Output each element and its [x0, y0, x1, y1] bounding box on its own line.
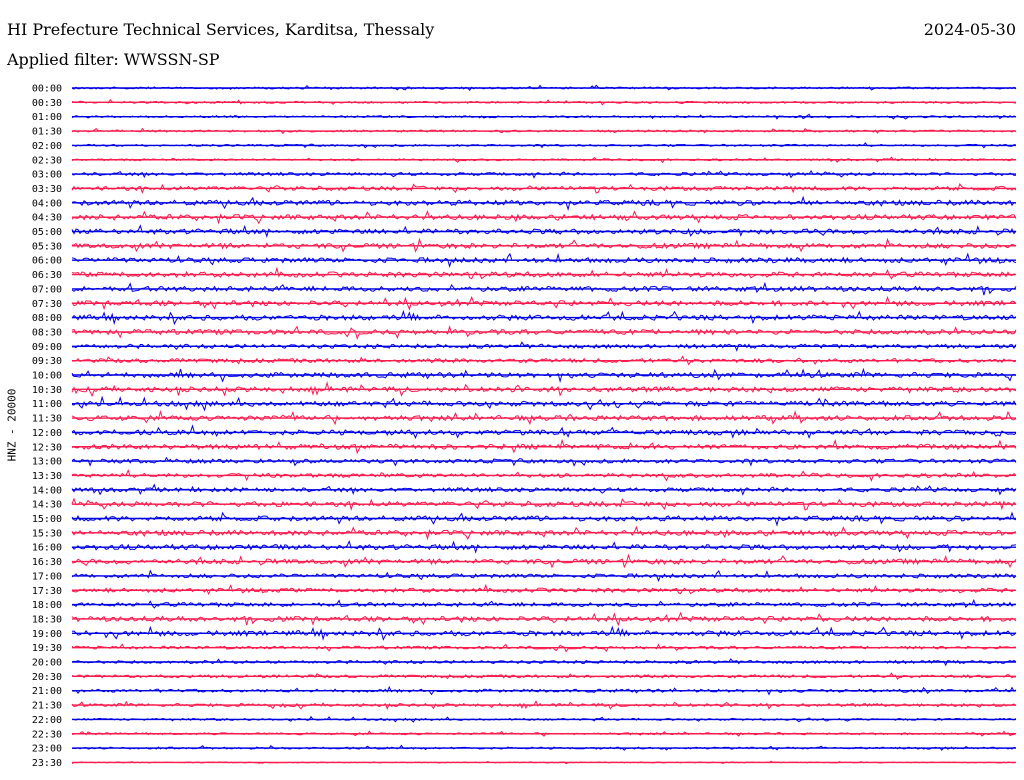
- row-time-label: 11:30: [32, 414, 62, 425]
- trace-0530: [71, 237, 1017, 253]
- row-time-label: 22:30: [32, 729, 62, 740]
- row-time-label: 09:30: [32, 356, 62, 367]
- row-time-label: 21:00: [32, 686, 62, 697]
- row-time-label: 10:00: [32, 371, 62, 382]
- record-date: 2024-05-30: [923, 20, 1016, 39]
- row-time-label: 23:30: [32, 758, 62, 769]
- row-time-label: 23:00: [32, 744, 62, 755]
- trace-1930: [71, 643, 1017, 653]
- row-time-label: 10:30: [32, 385, 62, 396]
- row-time-label: 14:30: [32, 500, 62, 511]
- trace-1330: [71, 469, 1017, 482]
- trace-2100: [71, 685, 1017, 696]
- row-time-label: 12:00: [32, 428, 62, 439]
- filter-label: Applied filter: WWSSN-SP: [7, 50, 220, 69]
- row-time-label: 02:30: [32, 155, 62, 166]
- row-time-label: 08:30: [32, 327, 62, 338]
- row-time-label: 01:00: [32, 112, 62, 123]
- row-time-label: 13:00: [32, 457, 62, 468]
- row-time-label: 05:30: [32, 241, 62, 252]
- row-time-label: 16:00: [32, 543, 62, 554]
- trace-0630: [71, 266, 1017, 280]
- row-time-label: 12:30: [32, 442, 62, 453]
- row-time-label: 15:30: [32, 528, 62, 539]
- row-time-label: 16:30: [32, 557, 62, 568]
- row-time-label: 07:30: [32, 299, 62, 310]
- row-time-label: 04:30: [32, 213, 62, 224]
- row-time-label: 06:00: [32, 256, 62, 267]
- row-labels: 00:00 00:30 01:00 01:30 02:00 02:30 03:00 03:30…: [32, 84, 62, 769]
- trace-0400: [71, 195, 1017, 211]
- row-time-label: 11:00: [32, 399, 62, 410]
- row-time-label: 03:00: [32, 170, 62, 181]
- trace-1230: [71, 438, 1017, 455]
- row-time-label: 21:30: [32, 701, 62, 712]
- row-time-label: 02:00: [32, 141, 62, 152]
- trace-1030: [71, 381, 1017, 397]
- row-time-label: 06:30: [32, 270, 62, 281]
- row-time-label: 01:30: [32, 127, 62, 138]
- row-time-label: 19:30: [32, 643, 62, 654]
- row-time-label: 18:00: [32, 600, 62, 611]
- row-time-label: 00:30: [32, 98, 62, 109]
- row-time-label: 17:00: [32, 571, 62, 582]
- station-title: HI Prefecture Technical Services, Kardit…: [7, 20, 435, 39]
- row-time-label: 03:30: [32, 184, 62, 195]
- row-time-label: 15:00: [32, 514, 62, 525]
- row-time-label: 07:00: [32, 284, 62, 295]
- row-time-label: 18:30: [32, 614, 62, 625]
- row-time-label: 08:00: [32, 313, 62, 324]
- row-time-label: 04:00: [32, 198, 62, 209]
- row-time-label: 14:00: [32, 485, 62, 496]
- row-time-label: 20:30: [32, 672, 62, 683]
- row-time-label: 13:30: [32, 471, 62, 482]
- row-time-label: 05:00: [32, 227, 62, 238]
- row-time-label: 20:00: [32, 658, 62, 669]
- row-time-label: 00:00: [32, 84, 62, 95]
- row-time-label: 17:30: [32, 586, 62, 597]
- trace-rows: [71, 84, 1017, 765]
- row-time-label: 19:00: [32, 629, 62, 640]
- row-time-label: 22:00: [32, 715, 62, 726]
- trace-1630: [71, 553, 1017, 569]
- row-time-label: 09:00: [32, 342, 62, 353]
